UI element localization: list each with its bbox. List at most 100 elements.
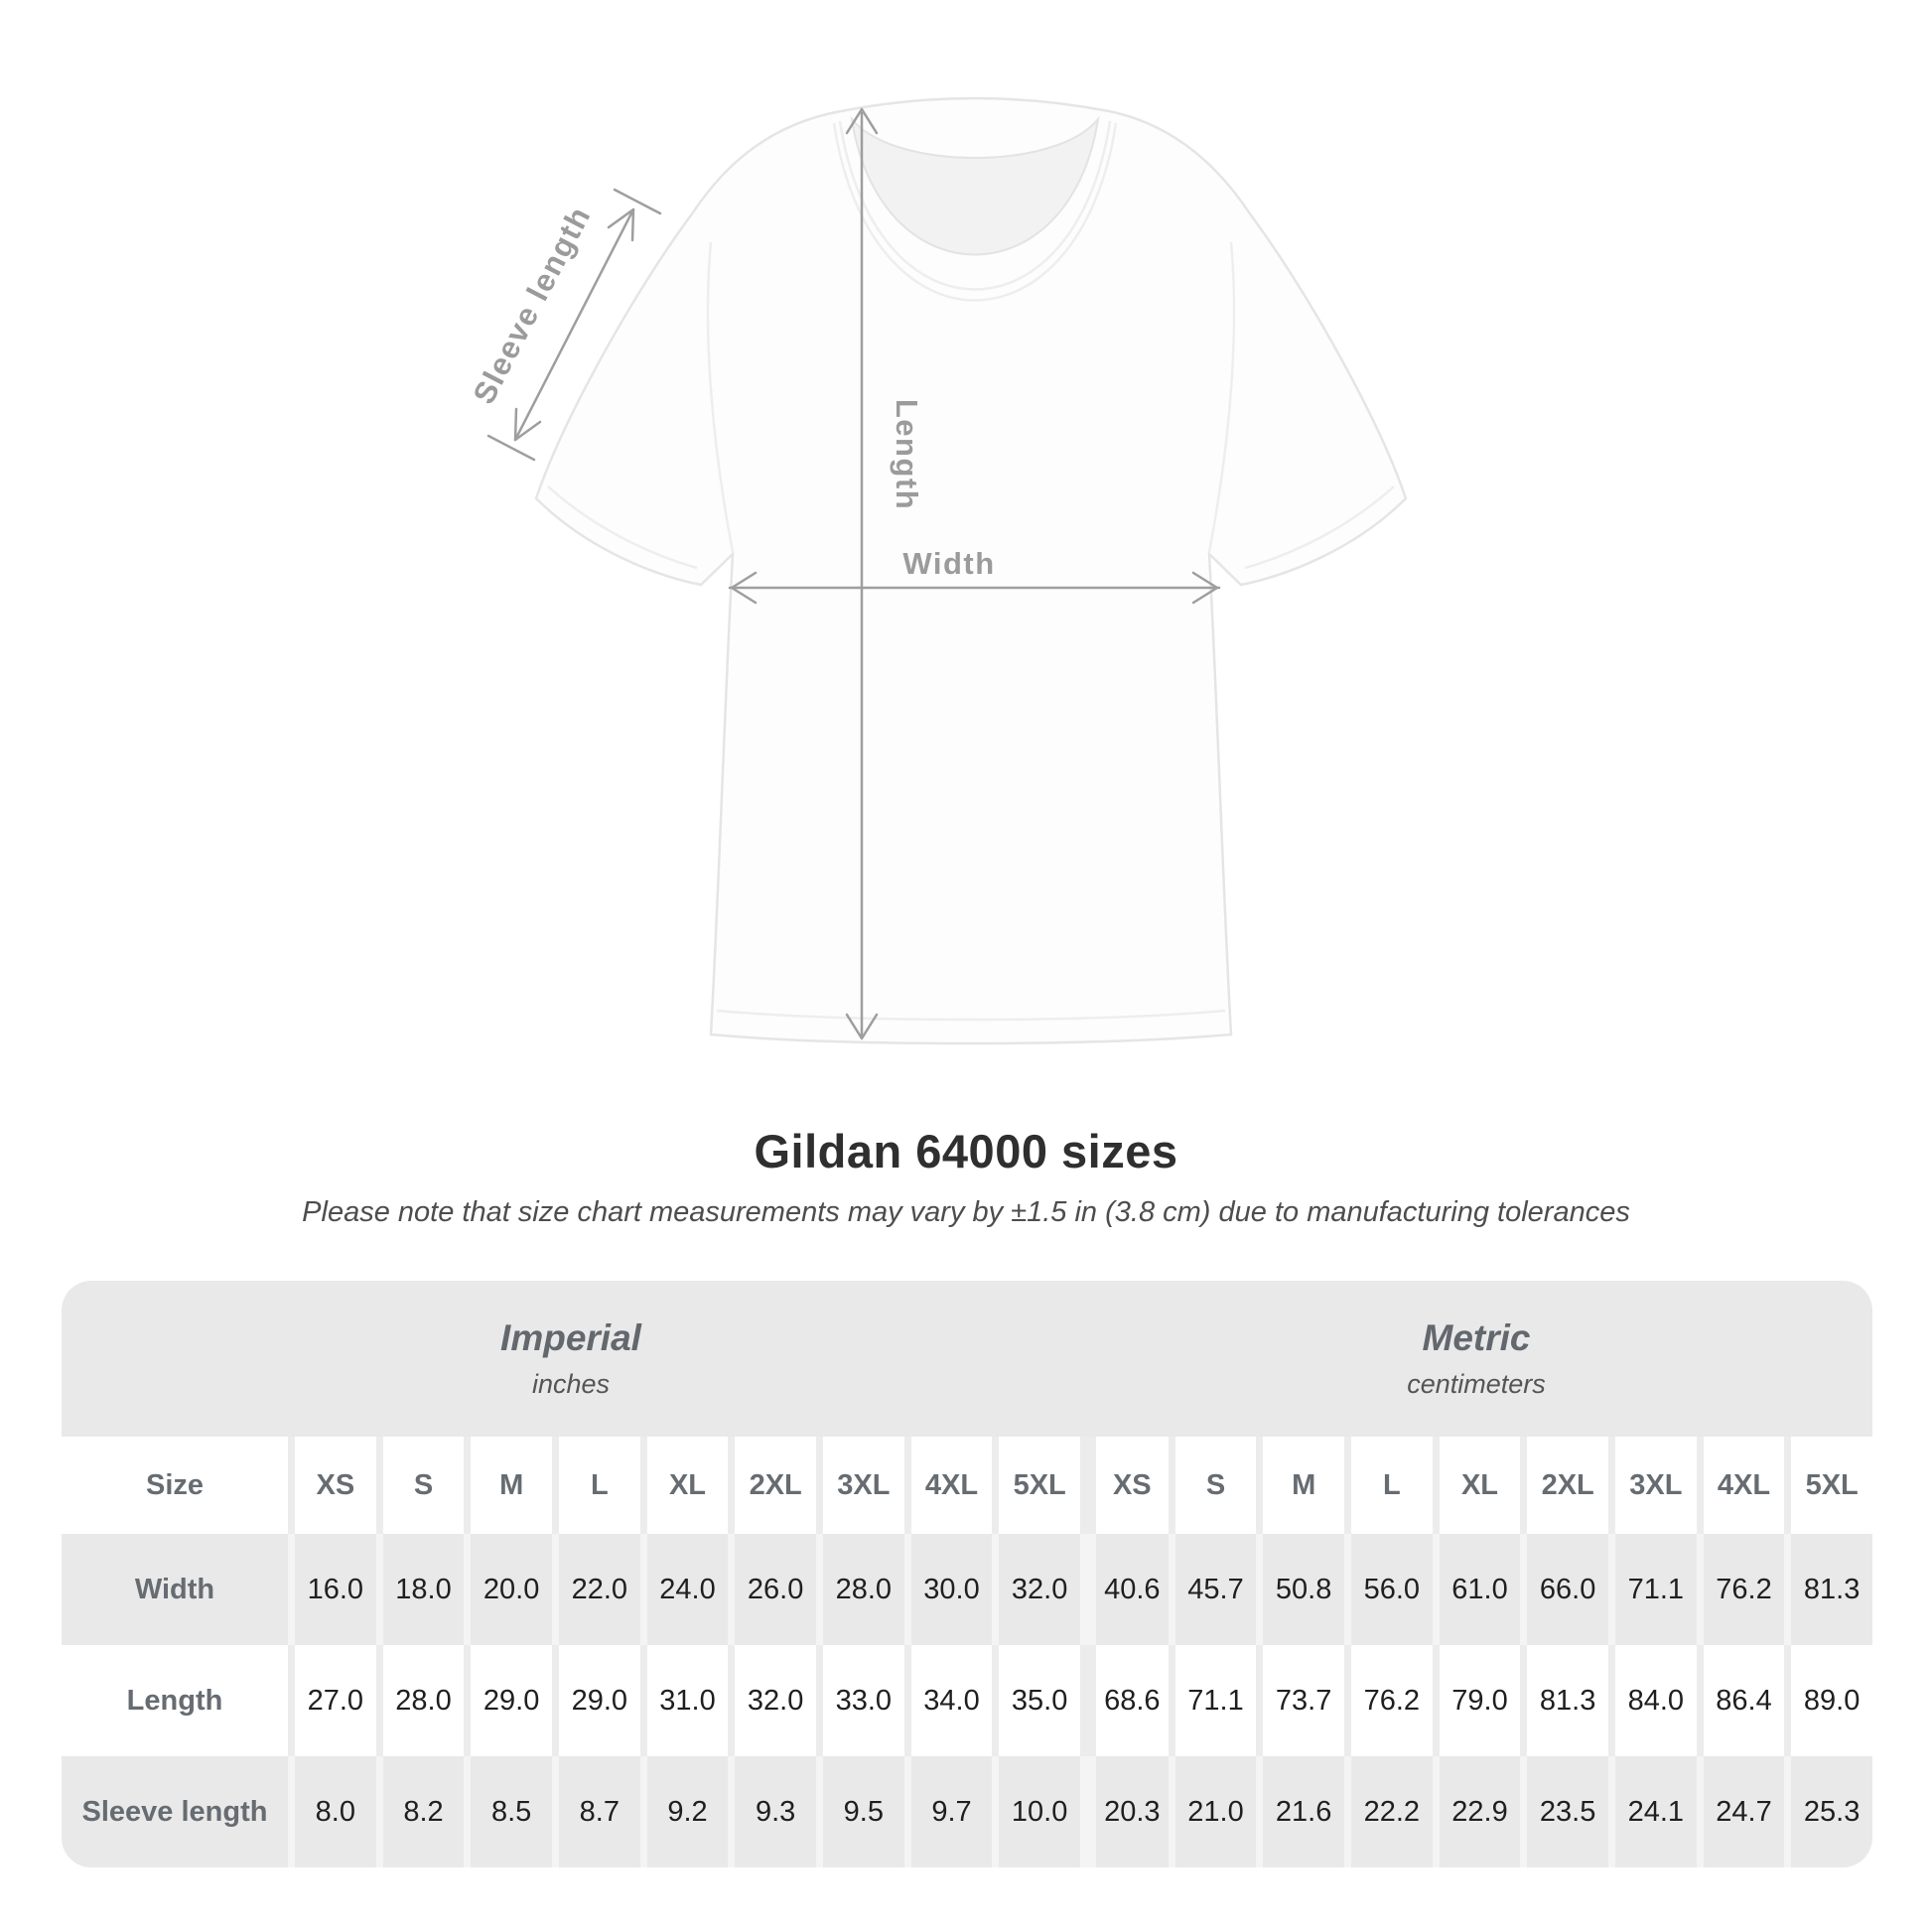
measurement-metric-length-4xl: 86.4 — [1696, 1645, 1785, 1756]
size-header-imperial-s: S — [375, 1437, 465, 1534]
size-header-metric-5xl: 5XL — [1784, 1437, 1872, 1534]
table-row-width: Width 16.0 18.0 20.0 22.0 24.0 26.0 28.0 30.0 32.… — [62, 1534, 1872, 1645]
measurement-imperial-length-l: 29.0 — [551, 1645, 640, 1756]
measurement-imperial-length-s: 28.0 — [375, 1645, 465, 1756]
row-label: Width — [134, 1573, 215, 1605]
sleeve-length-dimension-label: Sleeve length — [467, 201, 598, 410]
t-shirt-measurement-diagram: Length Width Sleeve length — [467, 96, 1408, 1045]
measurement-imperial-width-l: 22.0 — [551, 1534, 640, 1645]
measurement-metric-length-xs: 68.6 — [1079, 1645, 1169, 1756]
measurement-imperial-sleeve-length-s: 8.2 — [375, 1756, 465, 1867]
size-table: Imperial inches Metric centimeters Size … — [62, 1281, 1872, 1867]
size-header-metric-4xl: 4XL — [1696, 1437, 1785, 1534]
metric-section-title: Metric — [1422, 1317, 1531, 1358]
t-shirt-body — [534, 96, 1408, 1045]
measurement-metric-width-5xl: 81.3 — [1784, 1534, 1872, 1645]
size-header-imperial-4xl: 4XL — [903, 1437, 993, 1534]
measurement-metric-sleeve-length-5xl: 25.3 — [1784, 1756, 1872, 1867]
measurement-imperial-width-m: 20.0 — [464, 1534, 552, 1645]
measurement-imperial-width-5xl: 32.0 — [992, 1534, 1080, 1645]
measurement-imperial-length-m: 29.0 — [464, 1645, 552, 1756]
arrow-up-icon — [845, 107, 879, 135]
right-sleeve-seam — [1207, 241, 1236, 553]
arrow-right-icon — [1191, 571, 1219, 605]
size-header-imperial-l: L — [551, 1437, 640, 1534]
size-header-metric-s: S — [1168, 1437, 1257, 1534]
size-header-metric-xs: XS — [1079, 1437, 1169, 1534]
table-row-sleeve-length: Sleeve length 8.0 8.2 8.5 8.7 9.2 9.3 9.5 9.7 10.… — [62, 1756, 1872, 1867]
size-header-imperial-xl: XL — [639, 1437, 729, 1534]
measurement-metric-sleeve-length-s: 21.0 — [1168, 1756, 1257, 1867]
size-header-metric-2xl: 2XL — [1520, 1437, 1608, 1534]
size-header-metric-3xl: 3XL — [1607, 1437, 1697, 1534]
size-header-imperial-2xl: 2XL — [728, 1437, 816, 1534]
measurement-imperial-width-xs: 16.0 — [288, 1534, 376, 1645]
measurement-imperial-sleeve-length-4xl: 9.7 — [903, 1756, 993, 1867]
measurement-metric-sleeve-length-m: 21.6 — [1256, 1756, 1344, 1867]
measurement-imperial-width-s: 18.0 — [375, 1534, 465, 1645]
measurement-metric-length-m: 73.7 — [1256, 1645, 1344, 1756]
measurement-imperial-sleeve-length-l: 8.7 — [551, 1756, 640, 1867]
measurement-metric-width-4xl: 76.2 — [1696, 1534, 1785, 1645]
metric-section-unit: centimeters — [1407, 1369, 1546, 1399]
measurement-imperial-length-2xl: 32.0 — [728, 1645, 816, 1756]
size-header-imperial-3xl: 3XL — [815, 1437, 904, 1534]
measurement-metric-length-3xl: 84.0 — [1607, 1645, 1697, 1756]
size-column-header: Size — [145, 1468, 205, 1501]
measurement-metric-sleeve-length-3xl: 24.1 — [1607, 1756, 1697, 1867]
t-shirt-photo — [534, 96, 1408, 1045]
size-header-metric-xl: XL — [1432, 1437, 1521, 1534]
measurement-imperial-length-xs: 27.0 — [288, 1645, 376, 1756]
left-cuff-seam — [547, 485, 698, 570]
tolerance-note: Please note that size chart measurements… — [302, 1196, 1630, 1228]
measurement-metric-width-l: 56.0 — [1343, 1534, 1433, 1645]
measurement-imperial-sleeve-length-xs: 8.0 — [288, 1756, 376, 1867]
arrow-upper-icon — [607, 207, 635, 242]
page-title: Gildan 64000 sizes — [754, 1125, 1178, 1177]
measurement-metric-width-3xl: 71.1 — [1607, 1534, 1697, 1645]
table-row-length: Length 27.0 28.0 29.0 29.0 31.0 32.0 33.0 34.0 35… — [62, 1645, 1872, 1756]
measurement-metric-length-2xl: 81.3 — [1520, 1645, 1608, 1756]
arrow-down-icon — [845, 1013, 879, 1040]
measurement-metric-sleeve-length-l: 22.2 — [1343, 1756, 1433, 1867]
measurement-imperial-sleeve-length-xl: 9.2 — [639, 1756, 729, 1867]
table-section-header-metric: Metric centimeters — [1080, 1281, 1872, 1437]
measurement-metric-width-xl: 61.0 — [1432, 1534, 1521, 1645]
row-label: Length — [126, 1684, 223, 1717]
measurement-imperial-width-3xl: 28.0 — [815, 1534, 904, 1645]
hem-seam — [716, 1009, 1226, 1022]
size-header-metric-l: L — [1343, 1437, 1433, 1534]
arrow-lower-icon — [513, 407, 542, 442]
measurement-imperial-length-3xl: 33.0 — [815, 1645, 904, 1756]
measurement-imperial-sleeve-length-2xl: 9.3 — [728, 1756, 816, 1867]
measurement-metric-width-s: 45.7 — [1168, 1534, 1257, 1645]
width-dimension-label: Width — [902, 546, 995, 581]
measurement-metric-length-5xl: 89.0 — [1784, 1645, 1872, 1756]
end-tick-lower — [486, 434, 536, 462]
length-arrow — [845, 107, 879, 1040]
end-tick-upper — [613, 188, 662, 215]
size-header-imperial-m: M — [464, 1437, 552, 1534]
length-dimension-label: Length — [890, 399, 924, 510]
table-header-band: Imperial inches Metric centimeters — [62, 1281, 1872, 1437]
sleeve-length-arrow — [486, 188, 662, 462]
collar-seam-2 — [832, 122, 1118, 302]
width-arrow — [728, 571, 1221, 605]
measurement-metric-sleeve-length-xl: 22.9 — [1432, 1756, 1521, 1867]
measurement-imperial-length-4xl: 34.0 — [903, 1645, 993, 1756]
measurement-metric-length-s: 71.1 — [1168, 1645, 1257, 1756]
measurement-imperial-sleeve-length-5xl: 10.0 — [992, 1756, 1080, 1867]
measurement-imperial-width-2xl: 26.0 — [728, 1534, 816, 1645]
size-header-imperial-5xl: 5XL — [992, 1437, 1080, 1534]
measurement-metric-sleeve-length-2xl: 23.5 — [1520, 1756, 1608, 1867]
right-cuff-seam — [1244, 485, 1395, 570]
imperial-section-title: Imperial — [500, 1317, 641, 1358]
measurement-imperial-width-4xl: 30.0 — [903, 1534, 993, 1645]
left-sleeve-seam — [706, 241, 735, 553]
measurement-imperial-sleeve-length-m: 8.5 — [464, 1756, 552, 1867]
measurement-metric-sleeve-length-xs: 20.3 — [1079, 1756, 1169, 1867]
table-body: Width 16.0 18.0 20.0 22.0 24.0 26.0 28.0 30.0 32.… — [62, 1534, 1872, 1867]
measurement-metric-width-m: 50.8 — [1256, 1534, 1344, 1645]
table-section-header-imperial: Imperial inches — [62, 1281, 1080, 1437]
measurement-metric-sleeve-length-4xl: 24.7 — [1696, 1756, 1785, 1867]
